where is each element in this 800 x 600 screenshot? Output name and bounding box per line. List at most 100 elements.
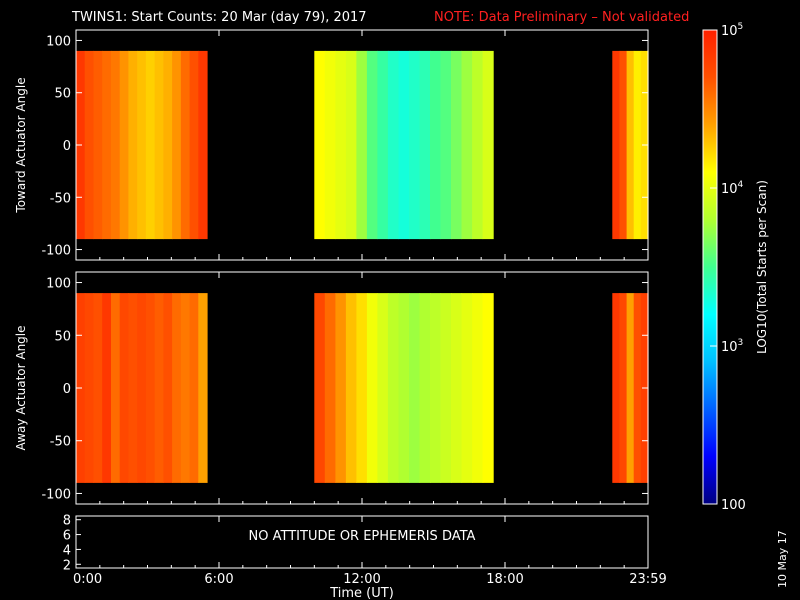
toward-segment-2-cell-1 xyxy=(619,50,628,240)
toward-segment-1-cell-2 xyxy=(335,50,347,240)
toward-actuator-panel: 100 50 0 -50 -100 Toward Actuator Angle xyxy=(14,29,649,261)
toward-segment-0-cell-9 xyxy=(154,50,164,240)
away-segment-0-cell-3 xyxy=(102,293,112,483)
away-y-label: Away Actuator Angle xyxy=(14,325,28,450)
away-actuator-panel: 100 50 0 -50 -100 Away Actuator Angle xyxy=(14,271,649,505)
toward-segment-0-cell-12 xyxy=(180,50,191,240)
away-segment-0-cell-13 xyxy=(189,293,199,483)
away-segment-1-cell-15 xyxy=(472,293,484,483)
toward-segment-1-cell-6 xyxy=(377,50,389,240)
colorbar-tick-exponent: 4 xyxy=(738,180,744,190)
away-segment-1-cell-11 xyxy=(430,293,442,483)
colorbar-tick-label: 100 xyxy=(721,498,746,513)
toward-segment-0-cell-10 xyxy=(163,50,173,240)
away-segment-1-cell-4 xyxy=(356,293,368,483)
away-ytick-label: 50 xyxy=(54,329,71,344)
away-segment-0-cell-9 xyxy=(154,293,164,483)
toward-segment-0-cell-13 xyxy=(189,50,199,240)
toward-segment-0-cell-8 xyxy=(145,50,156,240)
ephemeris-ytick-label: 6 xyxy=(63,529,71,544)
away-segment-1-cell-13 xyxy=(451,293,463,483)
toward-segment-1-cell-5 xyxy=(366,50,378,240)
away-segment-0-cell-12 xyxy=(180,293,191,483)
xtick-label: 18:00 xyxy=(486,572,523,587)
away-y-axis: 100 50 0 -50 -100 xyxy=(41,277,648,502)
away-segment-1-cell-2 xyxy=(335,293,347,483)
away-segment-1-cell-14 xyxy=(461,293,473,483)
away-ytick-label: -50 xyxy=(50,435,71,450)
toward-segment-1-cell-15 xyxy=(472,50,484,240)
toward-segment-1-cell-0 xyxy=(314,50,326,240)
toward-ytick-label: -50 xyxy=(50,191,71,206)
away-segment-0-cell-7 xyxy=(137,293,147,483)
toward-segment-0-cell-14 xyxy=(198,50,208,240)
away-ytick-label: 0 xyxy=(63,382,71,397)
away-segment-2-cell-1 xyxy=(619,293,628,483)
xtick-label: 23:59 xyxy=(629,572,666,587)
away-segment-0-cell-4 xyxy=(111,293,121,483)
away-segment-1-cell-3 xyxy=(345,293,357,483)
toward-segment-1-cell-9 xyxy=(409,50,421,240)
away-segment-1-cell-10 xyxy=(419,293,431,483)
xtick-label: 0:00 xyxy=(73,572,102,587)
ephemeris-ytick-label: 2 xyxy=(63,558,71,573)
toward-segment-0-cell-5 xyxy=(119,50,129,240)
toward-y-label: Toward Actuator Angle xyxy=(14,77,28,213)
away-segment-0-cell-6 xyxy=(128,293,138,483)
toward-segment-1-cell-16 xyxy=(482,50,494,240)
away-segment-0-cell-8 xyxy=(145,293,156,483)
away-segment-1-cell-16 xyxy=(482,293,494,483)
toward-segment-2-cell-3 xyxy=(633,50,642,240)
toward-heatmap xyxy=(76,50,649,240)
away-segment-1-cell-8 xyxy=(398,293,410,483)
toward-ytick-label: 50 xyxy=(54,87,71,102)
ephemeris-ytick-label: 8 xyxy=(63,514,71,529)
away-segment-1-cell-9 xyxy=(409,293,421,483)
toward-segment-1-cell-7 xyxy=(387,50,399,240)
away-ytick-label: -100 xyxy=(41,487,71,502)
toward-ytick-label: 100 xyxy=(46,34,71,49)
colorbar-tick-label: 105 xyxy=(721,22,743,39)
no-data-message: NO ATTITUDE OR EPHEMERIS DATA xyxy=(249,529,476,544)
toward-segment-1-cell-12 xyxy=(440,50,452,240)
toward-segment-0-cell-6 xyxy=(128,50,138,240)
toward-segment-1-cell-13 xyxy=(451,50,463,240)
away-segment-1-cell-5 xyxy=(366,293,378,483)
colorbar-label: LOG10(Total Starts per Scan) xyxy=(755,180,769,354)
toward-segment-1-cell-10 xyxy=(419,50,431,240)
away-segment-1-cell-1 xyxy=(324,293,336,483)
date-stamp: 10 May 17 xyxy=(776,530,789,588)
preliminary-note: NOTE: Data Preliminary – Not validated xyxy=(434,10,689,25)
colorbar: 105 104 103 100 LOG10(Total Starts per Scan… xyxy=(702,22,769,513)
colorbar-tick-label: 103 xyxy=(721,338,743,355)
toward-y-axis: 100 50 0 -50 -100 xyxy=(41,34,648,259)
toward-segment-0-cell-7 xyxy=(137,50,147,240)
toward-segment-1-cell-3 xyxy=(345,50,357,240)
away-segment-2-cell-3 xyxy=(633,293,642,483)
toward-segment-0-cell-11 xyxy=(172,50,182,240)
toward-ytick-label: -100 xyxy=(41,244,71,259)
toward-segment-0-cell-2 xyxy=(93,50,103,240)
toward-segment-1-cell-4 xyxy=(356,50,368,240)
x-axis-label: Time (UT) xyxy=(329,586,394,600)
away-heatmap xyxy=(76,293,649,483)
toward-segment-2-cell-2 xyxy=(626,50,635,240)
away-segment-0-cell-2 xyxy=(93,293,103,483)
away-segment-1-cell-6 xyxy=(377,293,389,483)
ephemeris-ytick-label: 4 xyxy=(63,543,71,558)
toward-segment-0-cell-1 xyxy=(84,50,94,240)
toward-segment-1-cell-8 xyxy=(398,50,410,240)
toward-segment-1-cell-11 xyxy=(430,50,442,240)
colorbar-gradient xyxy=(703,30,717,504)
away-segment-0-cell-11 xyxy=(172,293,182,483)
colorbar-tick-exponent: 3 xyxy=(738,338,744,348)
toward-segment-2-cell-0 xyxy=(612,50,621,240)
toward-segment-1-cell-1 xyxy=(324,50,336,240)
plot-title: TWINS1: Start Counts: 20 Mar (day 79), 2… xyxy=(71,10,367,25)
away-segment-2-cell-2 xyxy=(626,293,635,483)
away-segment-1-cell-0 xyxy=(314,293,326,483)
away-segment-0-cell-14 xyxy=(198,293,208,483)
